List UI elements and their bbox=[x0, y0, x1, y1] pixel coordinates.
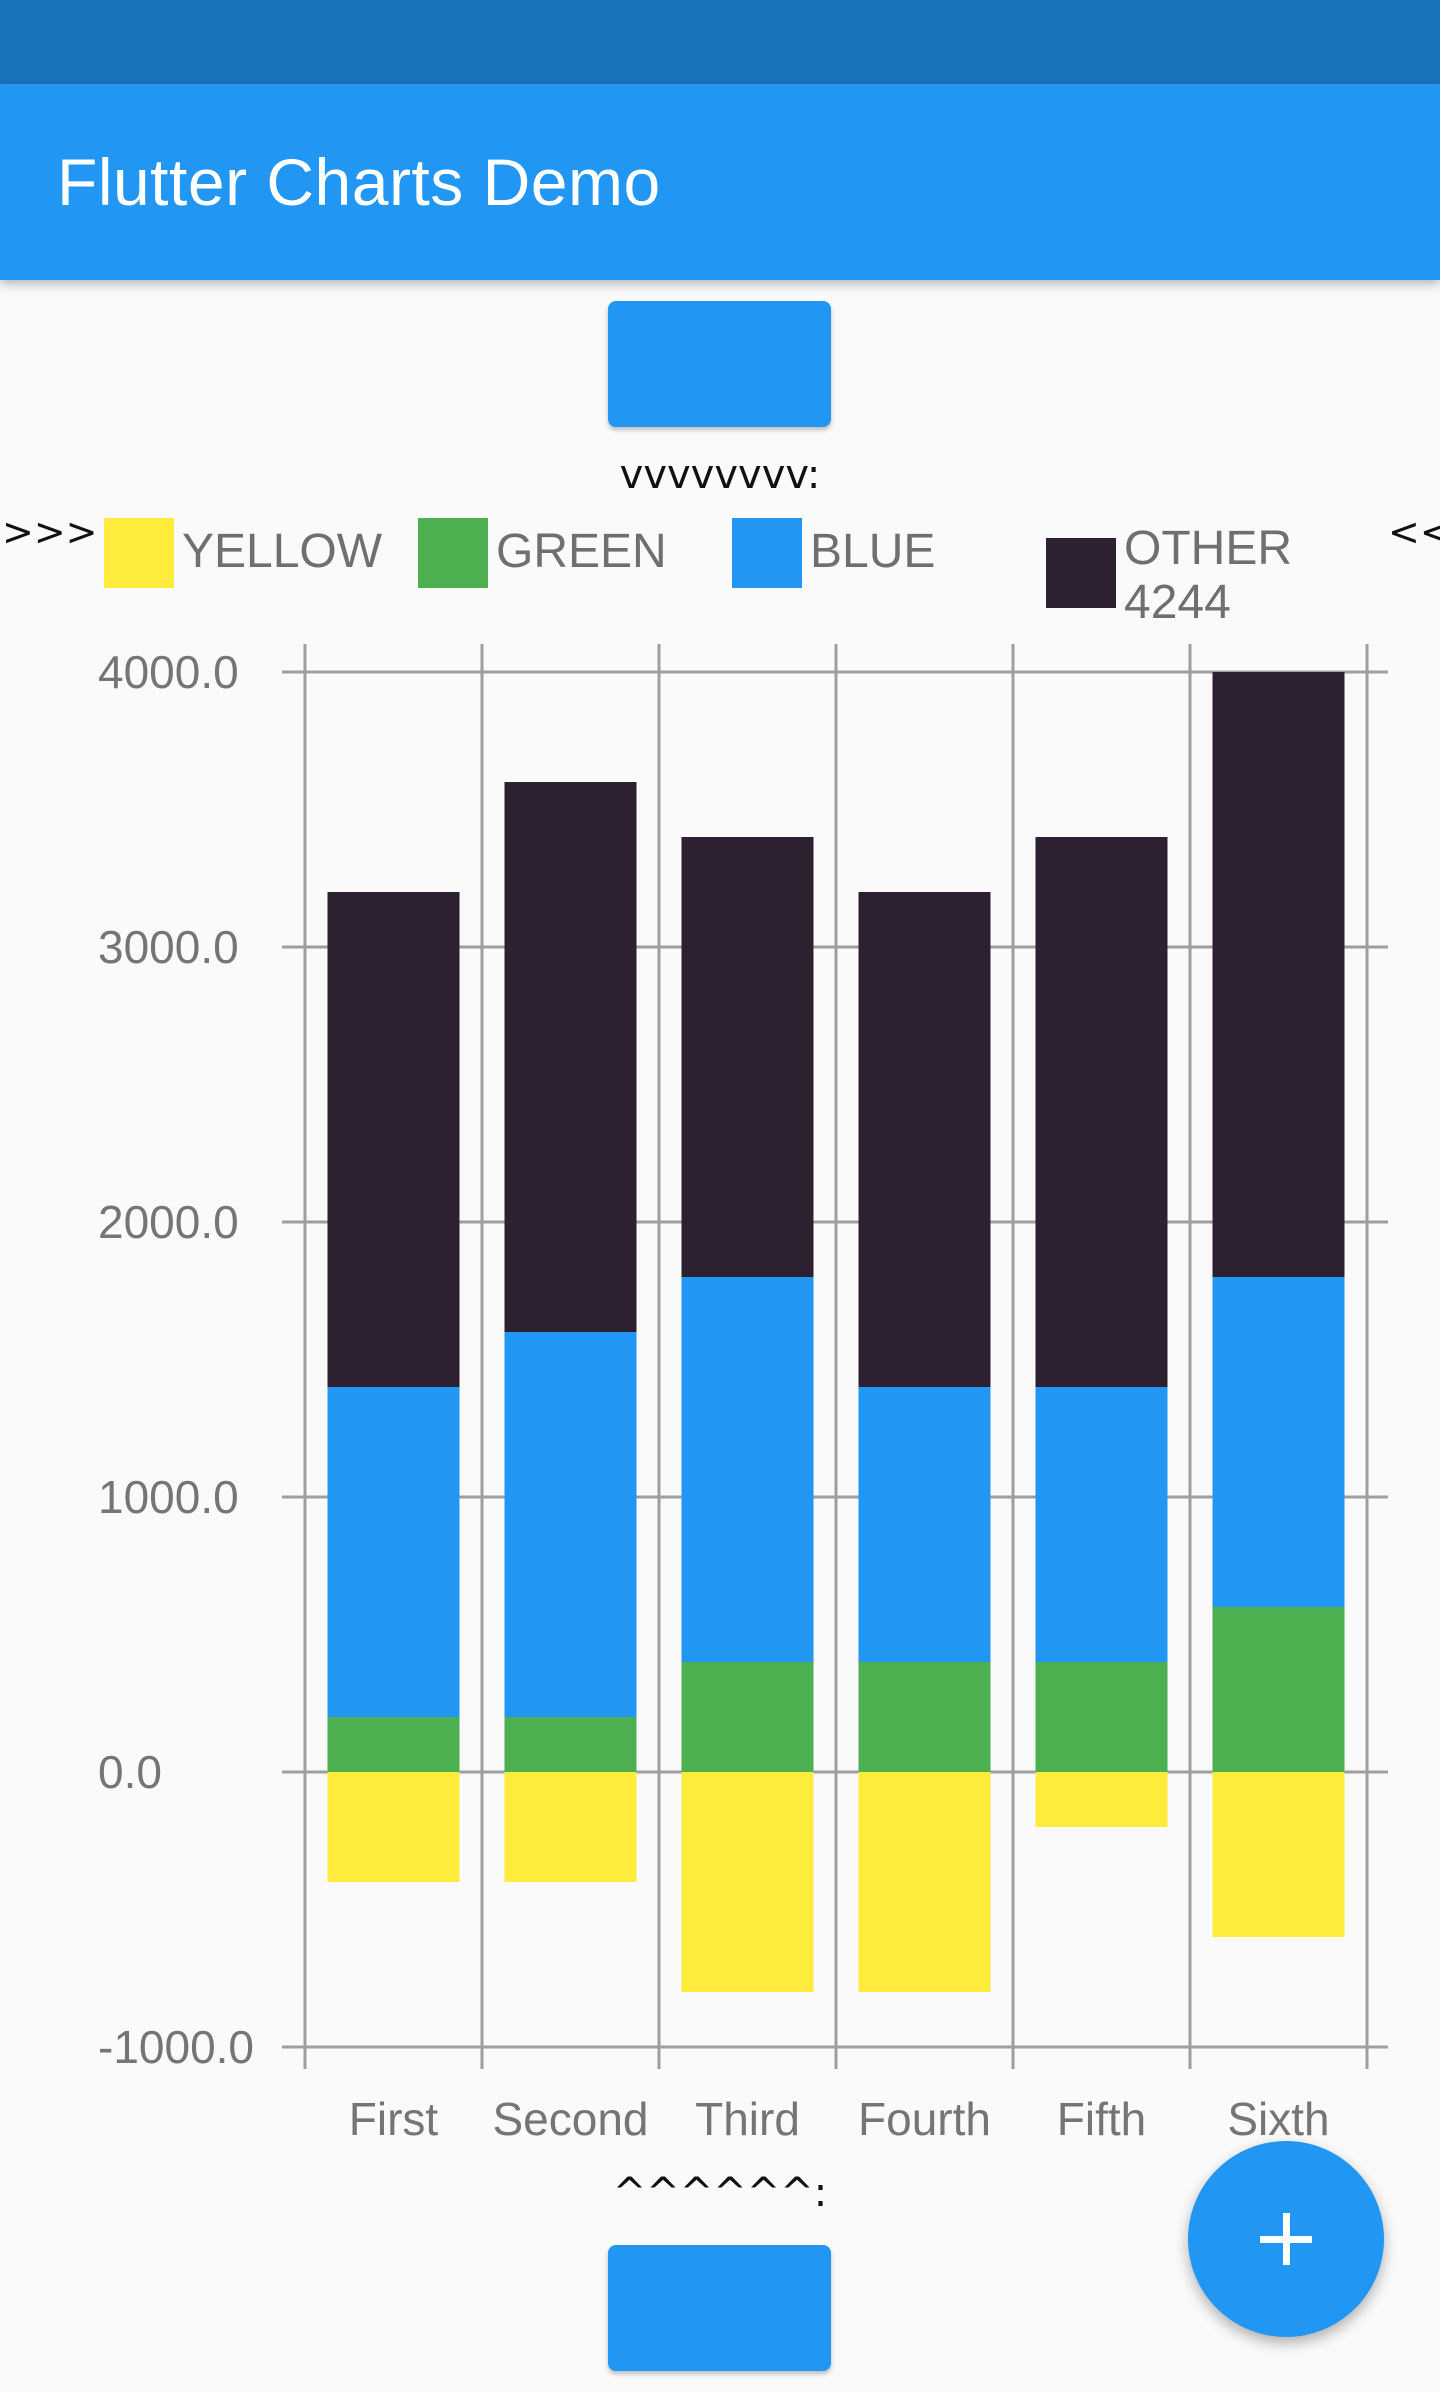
bar-yellow-third bbox=[681, 1772, 814, 1992]
bar-blue-fifth bbox=[1035, 1387, 1168, 1662]
x-tick-label: Fourth bbox=[858, 2093, 991, 2145]
bar-green-third bbox=[681, 1662, 814, 1772]
legend-swatch-green bbox=[418, 518, 488, 588]
x-tick-label: Second bbox=[492, 2093, 648, 2145]
bar-green-fourth bbox=[858, 1662, 991, 1772]
bar-other-second bbox=[504, 782, 637, 1332]
bar-blue-first bbox=[327, 1387, 460, 1717]
bar-green-second bbox=[504, 1717, 637, 1772]
bar-green-first bbox=[327, 1717, 460, 1772]
bar-other-fourth bbox=[858, 892, 991, 1387]
y-tick-label: 0.0 bbox=[98, 1746, 162, 1798]
legend-label-other: OTHER 4244 bbox=[1124, 522, 1292, 629]
bar-yellow-fifth bbox=[1035, 1772, 1168, 1827]
app-bar: Flutter Charts Demo bbox=[0, 84, 1440, 280]
bar-green-sixth bbox=[1212, 1607, 1345, 1772]
legend-label-green: GREEN bbox=[496, 525, 667, 578]
bar-blue-third bbox=[681, 1277, 814, 1662]
bar-yellow-fourth bbox=[858, 1772, 991, 1992]
legend-swatch-other bbox=[1046, 538, 1116, 608]
bar-blue-second bbox=[504, 1332, 637, 1717]
top-marker-text: vvvvvvvv: bbox=[619, 452, 821, 498]
bar-other-fifth bbox=[1035, 837, 1168, 1387]
status-bar bbox=[0, 0, 1440, 84]
bar-green-fifth bbox=[1035, 1662, 1168, 1772]
bar-yellow-first bbox=[327, 1772, 460, 1882]
bar-blue-fourth bbox=[858, 1387, 991, 1662]
bar-yellow-sixth bbox=[1212, 1772, 1345, 1937]
x-tick-label: First bbox=[349, 2093, 439, 2145]
bar-other-first bbox=[327, 892, 460, 1387]
y-tick-label: 3000.0 bbox=[98, 921, 239, 973]
bar-blue-sixth bbox=[1212, 1277, 1345, 1607]
legend-label-yellow: YELLOW bbox=[182, 525, 383, 578]
bar-other-third bbox=[681, 837, 814, 1277]
x-tick-label: Third bbox=[695, 2093, 800, 2145]
legend-left-arrows: >>> bbox=[2, 510, 98, 554]
y-tick-label: 1000.0 bbox=[98, 1471, 239, 1523]
top-button[interactable] bbox=[608, 301, 831, 427]
stacked-bar-chart: 4000.0 3000.0 2000.0 1000.0 0.0 -1000.0 First S… bbox=[98, 644, 1388, 2145]
legend-right-arrows: << bbox=[1388, 510, 1440, 554]
y-tick-label: 4000.0 bbox=[98, 646, 239, 698]
legend-label-blue: BLUE bbox=[810, 525, 936, 578]
legend-swatch-yellow bbox=[104, 518, 174, 588]
y-tick-label: 2000.0 bbox=[98, 1196, 239, 1248]
bottom-marker-text: ^^^^^^: bbox=[612, 2170, 828, 2216]
bottom-button[interactable] bbox=[608, 2245, 831, 2371]
app-title: Flutter Charts Demo bbox=[57, 145, 661, 219]
bar-yellow-second bbox=[504, 1772, 637, 1882]
x-tick-label: Fifth bbox=[1057, 2093, 1146, 2145]
y-tick-label: -1000.0 bbox=[98, 2021, 254, 2073]
add-fab-button[interactable] bbox=[1188, 2141, 1384, 2337]
x-tick-label: Sixth bbox=[1227, 2093, 1329, 2145]
legend-swatch-blue bbox=[732, 518, 802, 588]
bar-other-sixth bbox=[1212, 672, 1345, 1277]
